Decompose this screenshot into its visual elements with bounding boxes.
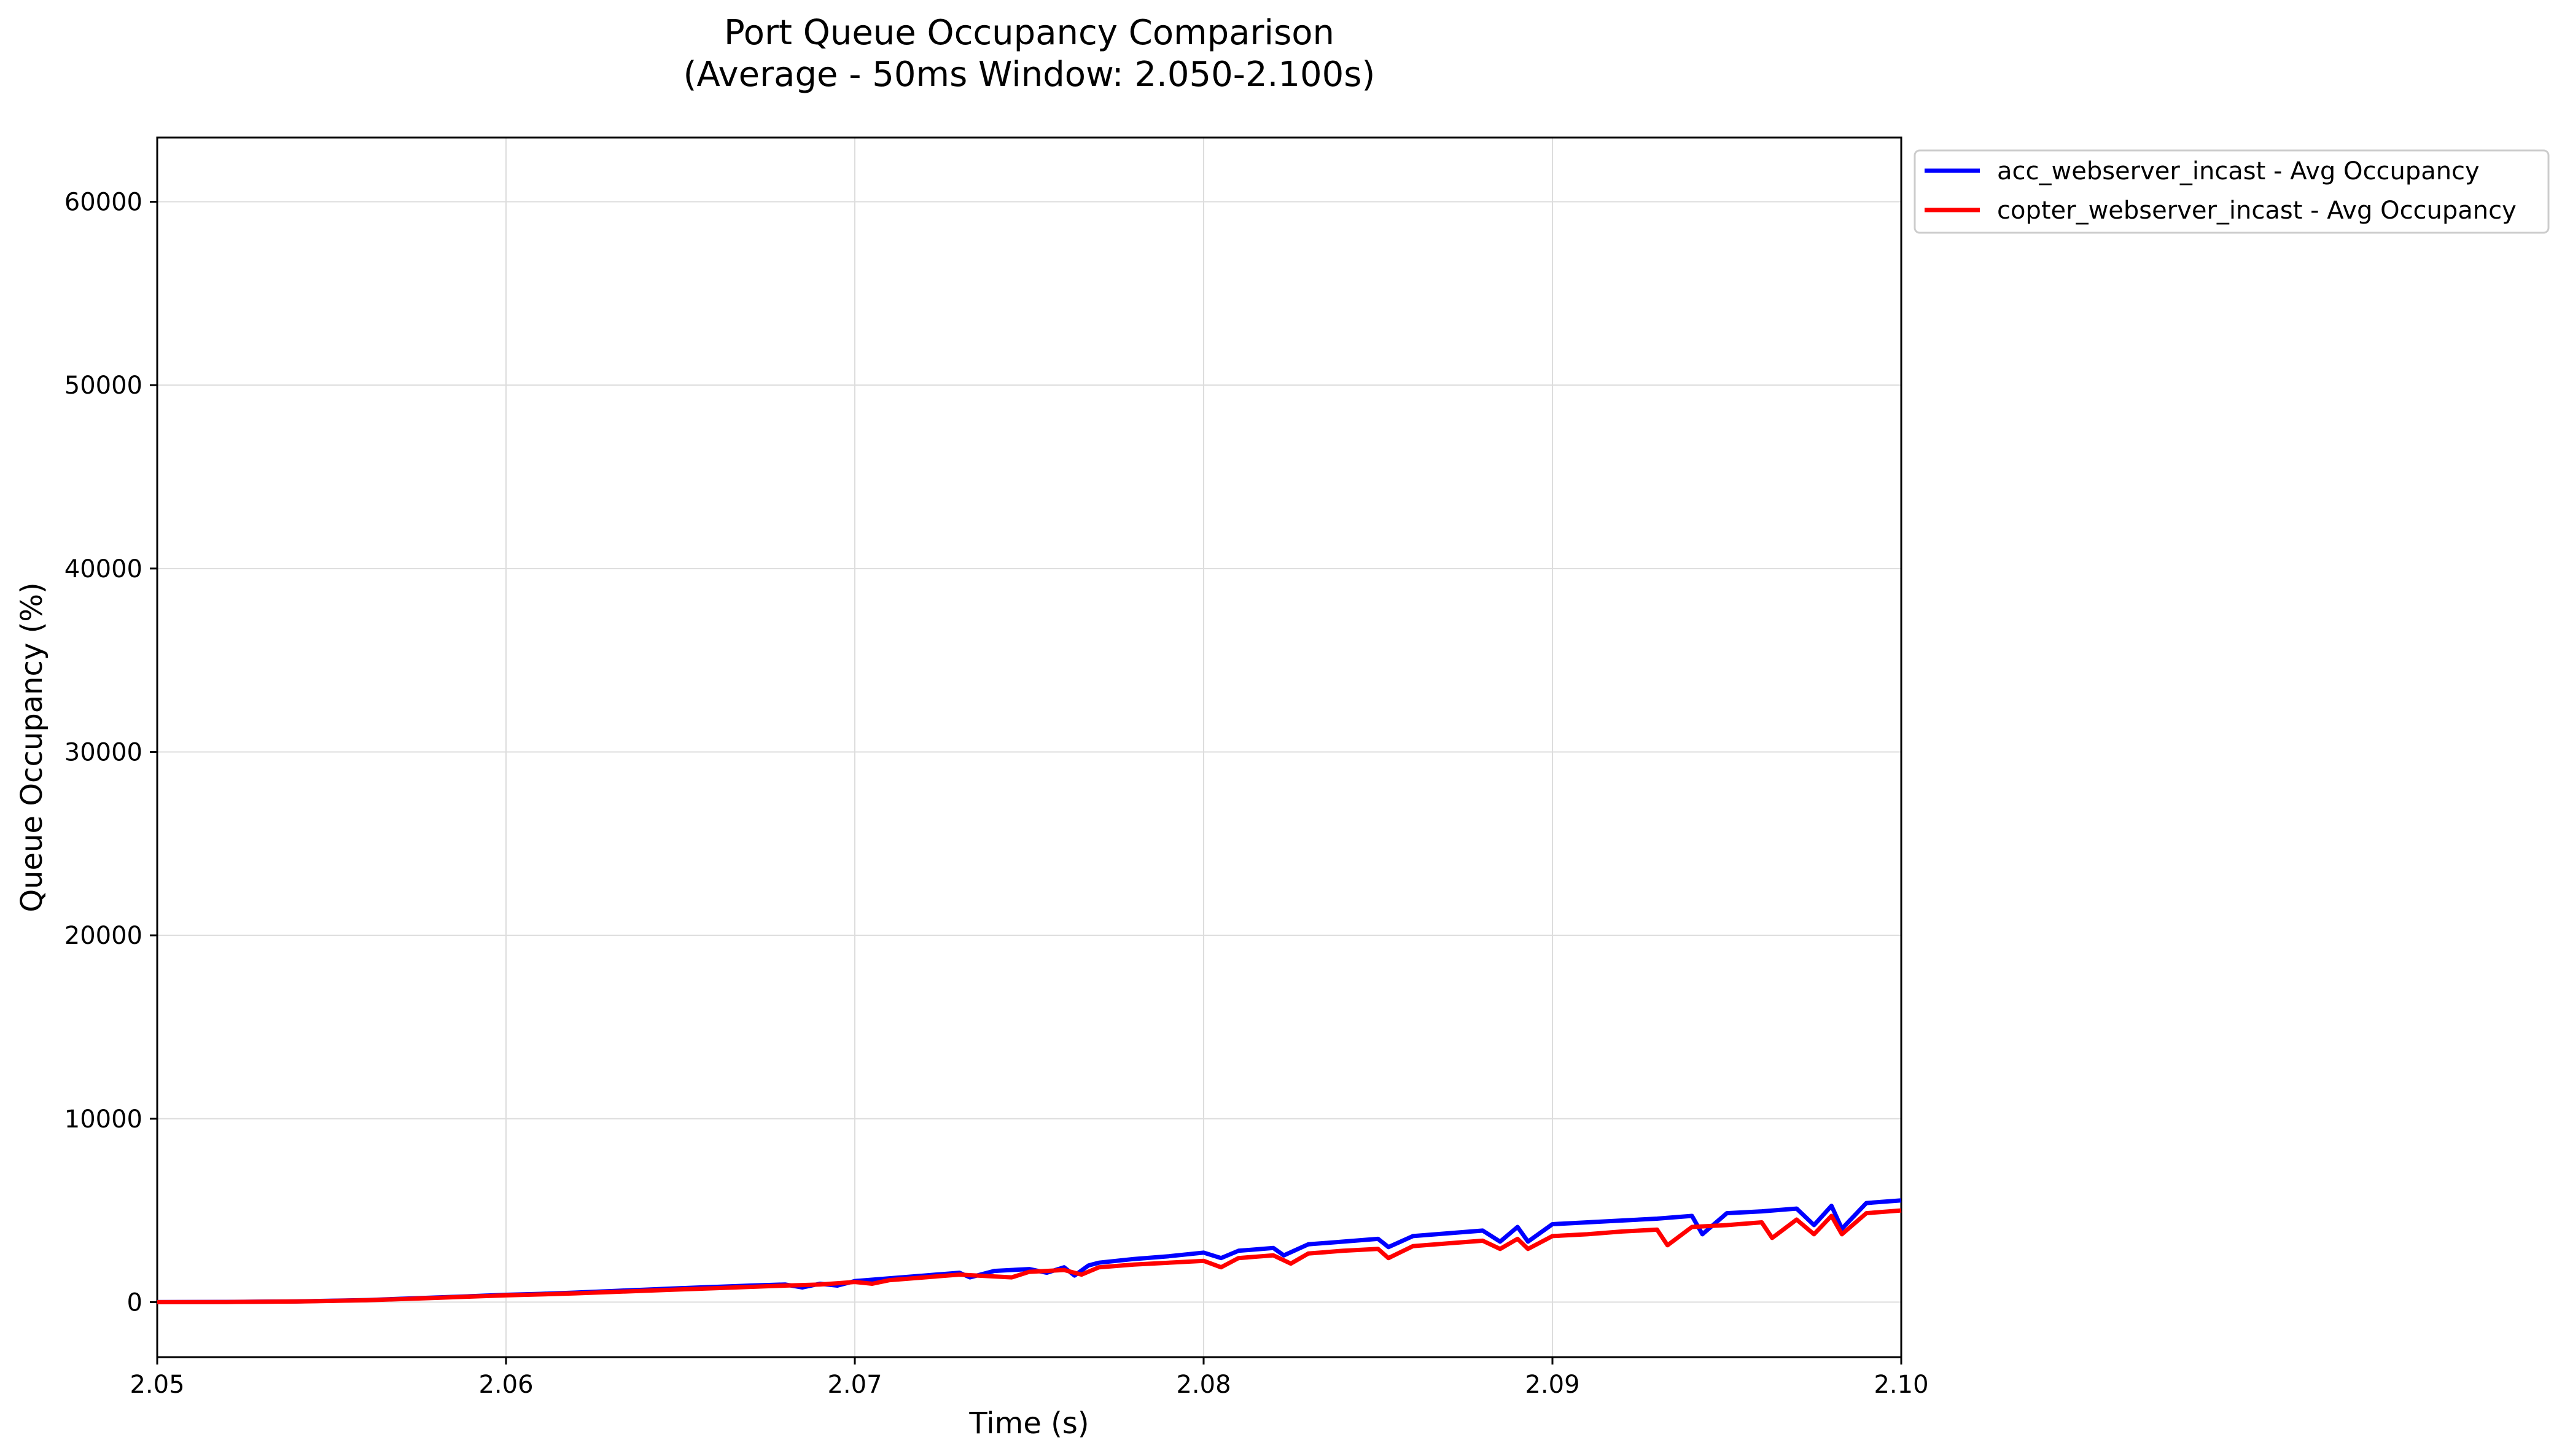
x-tick-label: 2.10 — [1874, 1371, 1928, 1399]
y-tick-label: 30000 — [64, 738, 142, 766]
x-axis: 2.05 2.06 2.07 2.08 2.09 2.10 — [130, 1357, 1929, 1399]
x-tick-label: 2.07 — [827, 1371, 882, 1399]
legend-label-copter: copter_webserver_incast - Avg Occupancy — [1997, 197, 2517, 225]
y-axis-label: Queue Occupancy (%) — [15, 582, 49, 912]
y-tick-label: 20000 — [64, 922, 142, 950]
legend-box — [1914, 149, 2550, 234]
series-line-1 — [157, 1208, 1902, 1304]
chart-title: Port Queue Occupancy Comparison — [724, 13, 1334, 53]
legend-label-acc: acc_webserver_incast - Avg Occupancy — [1997, 157, 2480, 185]
y-tick-label: 60000 — [64, 189, 142, 217]
y-axis: 0 10000 20000 30000 40000 50000 60000 — [64, 189, 157, 1317]
chart-subtitle: (Average - 50ms Window: 2.050-2.100s) — [683, 55, 1376, 95]
plot-frame — [156, 136, 1902, 1358]
x-tick-label: 2.09 — [1525, 1371, 1579, 1399]
y-tick-label: 0 — [127, 1288, 142, 1317]
grid — [157, 138, 1902, 1357]
series-lines — [157, 1198, 1902, 1304]
x-tick-label: 2.08 — [1176, 1371, 1231, 1399]
x-tick-label: 2.05 — [130, 1371, 184, 1399]
legend: acc_webserver_incast - Avg Occupancy cop… — [1914, 149, 2550, 234]
x-axis-label: Time (s) — [968, 1406, 1089, 1441]
y-tick-label: 10000 — [64, 1105, 142, 1134]
y-tick-label: 50000 — [64, 372, 142, 400]
x-tick-label: 2.06 — [478, 1371, 533, 1399]
y-tick-label: 40000 — [64, 555, 142, 583]
